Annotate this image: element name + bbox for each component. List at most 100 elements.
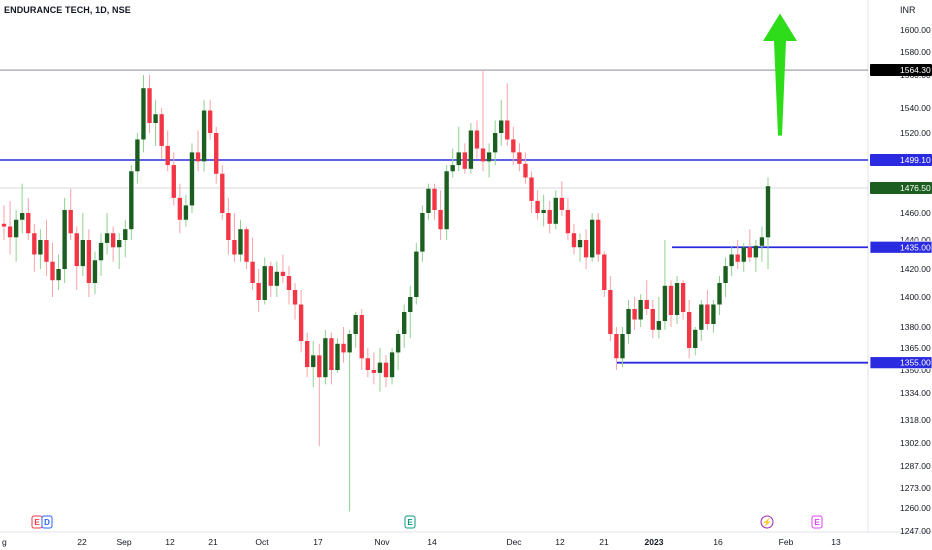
candle-body: [492, 133, 498, 153]
candle-body: [741, 247, 746, 262]
candle-body: [304, 341, 310, 368]
candle-body: [1, 223, 7, 227]
candle-body: [165, 145, 170, 166]
candle-body: [414, 251, 419, 297]
candle-body: [359, 315, 364, 359]
candle-body: [674, 283, 680, 315]
candle-body: [311, 355, 316, 368]
candle-body: [195, 152, 201, 162]
candle-body: [729, 254, 734, 267]
y-tick-label: 1600.00: [900, 25, 931, 35]
candle-body: [183, 205, 189, 220]
candle-body: [468, 130, 474, 169]
candle-body: [638, 300, 643, 320]
price-level-tag: [870, 356, 932, 369]
candle-body: [541, 209, 546, 213]
candle-body: [505, 120, 510, 140]
y-tick-label: 1365.00: [900, 343, 931, 353]
candle-body: [7, 226, 13, 238]
x-tick-label: g: [2, 537, 7, 547]
candle-body: [650, 309, 655, 330]
candle-body: [753, 245, 759, 258]
candle-body: [329, 338, 334, 370]
candle-body: [559, 197, 565, 210]
candle-body: [44, 240, 49, 262]
candle-body: [426, 188, 431, 213]
candle-body: [141, 88, 146, 140]
up-arrow-annotation[interactable]: [763, 13, 797, 136]
candle-body: [38, 240, 43, 255]
y-tick-label: 1440.00: [900, 235, 931, 245]
event-glyph: E: [34, 518, 40, 527]
price-level-tag: [870, 64, 932, 77]
candle-body: [274, 271, 280, 286]
candle-body: [153, 114, 158, 123]
candle-body: [402, 312, 407, 334]
candle-body: [711, 304, 716, 324]
candle-body: [80, 240, 86, 267]
earnings-event-icon[interactable]: [811, 515, 823, 529]
event-glyph: D: [44, 518, 50, 527]
x-tick-label: 21: [599, 537, 609, 547]
candle-body: [189, 152, 195, 206]
candle-body: [511, 139, 516, 153]
x-tick-label: Feb: [779, 537, 794, 547]
candle-body: [614, 334, 619, 359]
candle-body: [280, 271, 286, 276]
candle-body: [529, 177, 534, 201]
candle-body: [50, 261, 55, 281]
dividend-event-icon[interactable]: [41, 515, 53, 529]
candle-body: [553, 197, 558, 224]
candle-body: [365, 358, 370, 370]
candle-body: [408, 297, 413, 312]
candle-body: [389, 352, 395, 378]
candle-body: [662, 285, 668, 321]
candle-body: [589, 219, 595, 258]
y-tick-label: 1520.00: [900, 128, 931, 138]
candle-body: [147, 88, 152, 123]
event-glyph: ⚡: [762, 517, 772, 527]
candle-body: [723, 266, 728, 283]
x-tick-label: 16: [713, 537, 723, 547]
candle-body: [735, 254, 740, 262]
candle-body: [32, 233, 37, 255]
candle-body: [602, 254, 607, 290]
earnings-event-icon[interactable]: [404, 515, 416, 529]
y-tick-label: 1580.00: [900, 47, 931, 57]
candle-body: [583, 240, 589, 258]
candle-body: [371, 370, 377, 373]
candle-body: [68, 209, 73, 234]
candle-body: [438, 209, 443, 230]
candle-body: [135, 139, 140, 172]
candle-body: [335, 343, 340, 370]
candle-body: [238, 229, 243, 255]
y-tick-label: 1302.00: [900, 438, 931, 448]
price-tag-outline: [869, 356, 932, 370]
candle-body: [86, 240, 92, 283]
candle-body: [577, 240, 583, 248]
candle-body: [699, 304, 704, 330]
candle-body: [747, 247, 752, 258]
candle-body: [92, 260, 98, 283]
price-level-tag: [870, 154, 932, 166]
candle-body: [656, 321, 662, 330]
x-tick-label: 22: [77, 537, 87, 547]
price-level-value: 1476.50: [900, 183, 931, 193]
candle-body: [571, 233, 577, 248]
candle-body: [480, 148, 486, 162]
candle-body: [292, 290, 298, 305]
candle-body: [250, 261, 255, 283]
candle-body: [596, 219, 601, 255]
candle-body: [705, 304, 710, 324]
candle-body: [486, 152, 492, 162]
candle-body: [62, 209, 67, 269]
candle-body: [420, 213, 425, 252]
y-tick-label: 1334.00: [900, 388, 931, 398]
candle-body: [177, 197, 183, 220]
candle-body: [341, 343, 346, 353]
x-tick-label: Nov: [374, 537, 390, 547]
price-level-tag: [870, 182, 932, 194]
price-level-tag: [870, 241, 932, 254]
split-event-icon[interactable]: [760, 515, 774, 529]
